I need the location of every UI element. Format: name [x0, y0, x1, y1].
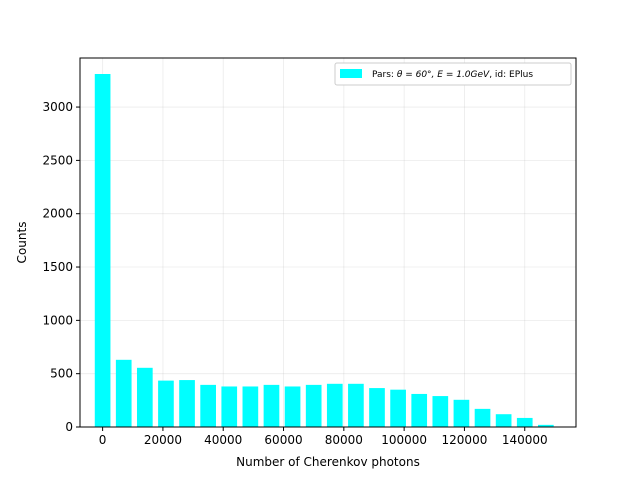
x-tick-label: 100000 — [381, 433, 427, 447]
bar — [369, 388, 385, 427]
x-tick-label: 20000 — [144, 433, 182, 447]
y-tick-label: 1000 — [42, 313, 73, 327]
y-tick-label: 1500 — [42, 260, 73, 274]
bar — [432, 396, 449, 427]
legend-label-math: θ = 60°, E = 1.0GeV — [397, 70, 490, 80]
x-tick-label: 80000 — [325, 433, 363, 447]
x-tick-label: 0 — [99, 433, 107, 447]
y-axis-label: Counts — [15, 222, 29, 264]
legend: Pars: θ = 60°, E = 1.0GeV, id: EPlus — [334, 62, 572, 86]
bar — [305, 384, 322, 427]
bars — [94, 73, 554, 428]
legend-box — [334, 62, 572, 86]
y-axis-ticks: 0 500 1000 1500 2000 2500 3000 — [42, 100, 80, 434]
bar — [158, 380, 174, 427]
bar — [495, 414, 512, 427]
bar — [200, 384, 216, 427]
bar — [221, 386, 238, 427]
bar — [326, 383, 343, 427]
bar — [263, 384, 280, 427]
x-tick-label: 60000 — [264, 433, 302, 447]
x-tick-label: 140000 — [502, 433, 548, 447]
y-tick-label: 0 — [65, 420, 73, 434]
bar — [136, 367, 153, 427]
bar — [115, 359, 132, 427]
plot-frame — [79, 57, 577, 428]
legend-label-suffix: , id: EPlus — [489, 70, 533, 80]
x-axis-ticks: 0 20000 40000 60000 80000 100000 120000 140000 — [99, 427, 548, 447]
bar — [179, 380, 195, 427]
bar — [538, 424, 554, 427]
legend-swatch — [340, 69, 362, 78]
bar — [284, 386, 301, 427]
bar — [348, 383, 364, 427]
x-tick-label: 40000 — [204, 433, 242, 447]
bar — [474, 408, 491, 427]
bar — [411, 393, 428, 427]
x-axis-label: Number of Cherenkov photons — [236, 455, 420, 469]
legend-label: Pars: θ = 60°, E = 1.0GeV, id: EPlus — [372, 70, 533, 80]
y-tick-label: 3000 — [42, 100, 73, 114]
bar — [453, 399, 470, 427]
y-tick-label: 2000 — [42, 207, 73, 221]
y-tick-label: 500 — [50, 367, 73, 381]
bar — [94, 73, 111, 428]
grid — [80, 58, 576, 428]
y-tick-label: 2500 — [42, 153, 73, 167]
x-tick-label: 120000 — [442, 433, 488, 447]
bar — [242, 386, 259, 427]
legend-label-prefix: Pars: — [372, 70, 397, 80]
bar — [390, 389, 406, 427]
bar — [516, 417, 533, 427]
